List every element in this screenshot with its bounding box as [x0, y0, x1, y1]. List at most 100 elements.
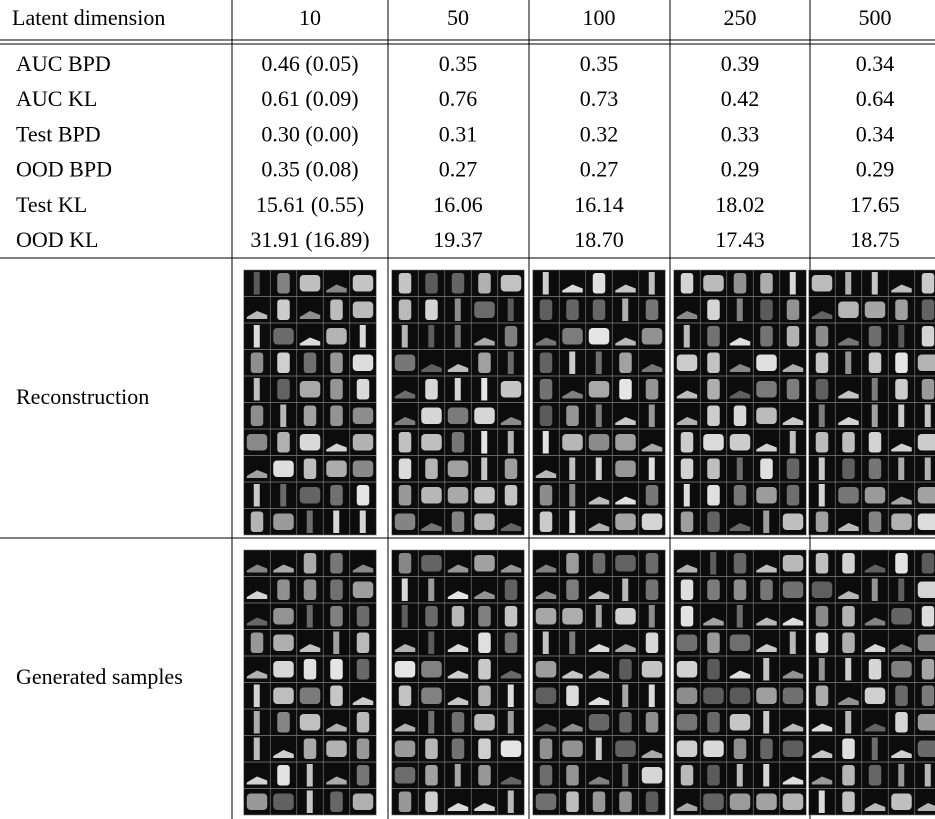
image-shape — [505, 580, 518, 601]
image-shape — [277, 273, 290, 294]
image-shape — [734, 739, 747, 760]
image-shape — [273, 688, 294, 705]
image-shape — [399, 432, 412, 453]
image-shape — [357, 765, 370, 786]
image-grid — [244, 550, 377, 815]
image-shape — [756, 794, 777, 811]
image-shape — [277, 379, 290, 400]
image-shape — [734, 406, 747, 427]
image-shape — [455, 764, 461, 787]
image-shape — [505, 326, 518, 347]
image-shape — [891, 514, 912, 531]
image-shape — [455, 325, 461, 348]
image-shape — [730, 688, 751, 705]
image-shape — [304, 659, 317, 680]
image-shape — [816, 553, 829, 574]
image-shape — [536, 688, 557, 705]
image-shape — [865, 688, 886, 705]
image-grid — [244, 270, 377, 535]
image-shape — [872, 738, 878, 761]
image-shape — [562, 328, 583, 345]
image-shape — [681, 512, 694, 533]
image-shape — [707, 712, 720, 733]
image-shape — [428, 579, 434, 602]
image-shape — [505, 485, 518, 506]
image-shape — [730, 714, 751, 731]
image-shape — [646, 553, 659, 574]
image-shape — [455, 299, 461, 322]
image-shape — [869, 459, 882, 480]
image-shape — [505, 459, 518, 480]
image-shape — [760, 580, 773, 601]
header-cell: 500 — [859, 5, 892, 30]
image-shape — [918, 714, 935, 731]
header-cell: 100 — [583, 5, 616, 30]
image-shape — [277, 300, 290, 321]
image-shape — [646, 792, 659, 813]
image-shape — [566, 553, 579, 574]
image-shape — [898, 405, 904, 428]
cell: 16.14 — [574, 192, 624, 217]
image-shape — [596, 738, 602, 761]
image-shape — [540, 300, 553, 321]
image-shape — [540, 739, 553, 760]
image-shape — [399, 273, 412, 294]
image-shape — [707, 459, 720, 480]
cell: 17.65 — [850, 192, 900, 217]
image-shape — [330, 580, 343, 601]
image-shape — [787, 459, 800, 480]
image-shape — [425, 273, 438, 294]
image-shape — [677, 661, 698, 678]
image-shape — [300, 487, 321, 504]
image-shape — [569, 352, 575, 375]
image-shape — [402, 579, 408, 602]
image-shape — [872, 405, 878, 428]
image-shape — [402, 325, 408, 348]
image-shape — [330, 353, 343, 374]
image-shape — [481, 458, 487, 481]
image-shape — [452, 606, 465, 627]
image-shape — [540, 353, 553, 374]
image-shape — [326, 328, 347, 345]
image-shape — [684, 484, 690, 507]
image-shape — [399, 792, 412, 813]
image-shape — [273, 461, 294, 478]
image-shape — [593, 553, 606, 574]
image-shape — [707, 300, 720, 321]
image-shape — [922, 379, 935, 400]
image-shape — [562, 608, 583, 625]
image-shape — [677, 688, 698, 705]
image-shape — [615, 434, 636, 451]
image-shape — [357, 485, 370, 506]
image-shape — [395, 514, 416, 531]
image-shape — [842, 553, 855, 574]
image-shape — [300, 688, 321, 705]
image-shape — [760, 300, 773, 321]
image-shape — [452, 432, 465, 453]
image-shape — [569, 632, 575, 655]
image-shape — [273, 635, 294, 652]
image-shape — [898, 579, 904, 602]
image-shape — [569, 458, 575, 481]
image-shape — [845, 272, 851, 295]
image-shape — [677, 355, 698, 372]
image-shape — [737, 458, 743, 481]
image-shape — [304, 459, 317, 480]
image-shape — [452, 273, 465, 294]
image-shape — [428, 632, 434, 655]
image-shape — [760, 273, 773, 294]
image-grid — [809, 270, 935, 535]
image-shape — [734, 273, 747, 294]
image-shape — [543, 272, 549, 295]
image-shape — [845, 658, 851, 681]
image-shape — [254, 738, 260, 761]
image-shape — [589, 381, 610, 398]
image-grid — [392, 550, 525, 815]
image-shape — [707, 580, 720, 601]
image-shape — [787, 485, 800, 506]
image-shape — [478, 606, 491, 627]
image-shape — [478, 765, 491, 786]
image-shape — [474, 555, 495, 572]
image-shape — [922, 606, 935, 627]
image-shape — [452, 512, 465, 533]
